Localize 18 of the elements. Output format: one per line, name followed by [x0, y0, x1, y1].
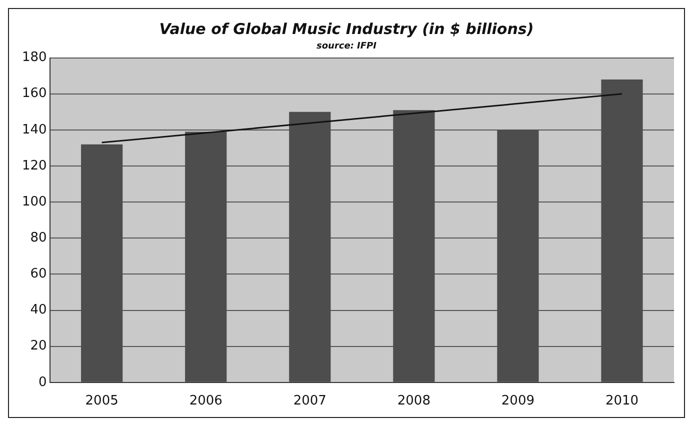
chart-title: Value of Global Music Industry (in $ billions)	[159, 20, 534, 38]
x-tick-label: 2005	[85, 394, 118, 409]
y-tick-label: 180	[22, 50, 47, 66]
x-tick-label: 2008	[397, 394, 430, 409]
x-tick-label: 2010	[605, 394, 639, 409]
y-tick-label: 120	[22, 158, 47, 174]
y-tick-label: 0	[38, 374, 47, 390]
x-tick-label: 2006	[189, 394, 222, 409]
x-tick-label: 2009	[501, 394, 534, 409]
y-tick-label: 40	[30, 302, 47, 318]
y-tick-label: 100	[22, 194, 47, 210]
y-tick-label: 80	[30, 230, 47, 246]
y-tick-label: 160	[22, 86, 47, 102]
source-note: source: IFPI	[316, 42, 378, 52]
y-tick-label: 60	[30, 266, 47, 282]
y-tick-label: 140	[22, 122, 47, 138]
y-tick-label: 20	[30, 338, 47, 354]
x-tick-label: 2007	[293, 394, 326, 409]
